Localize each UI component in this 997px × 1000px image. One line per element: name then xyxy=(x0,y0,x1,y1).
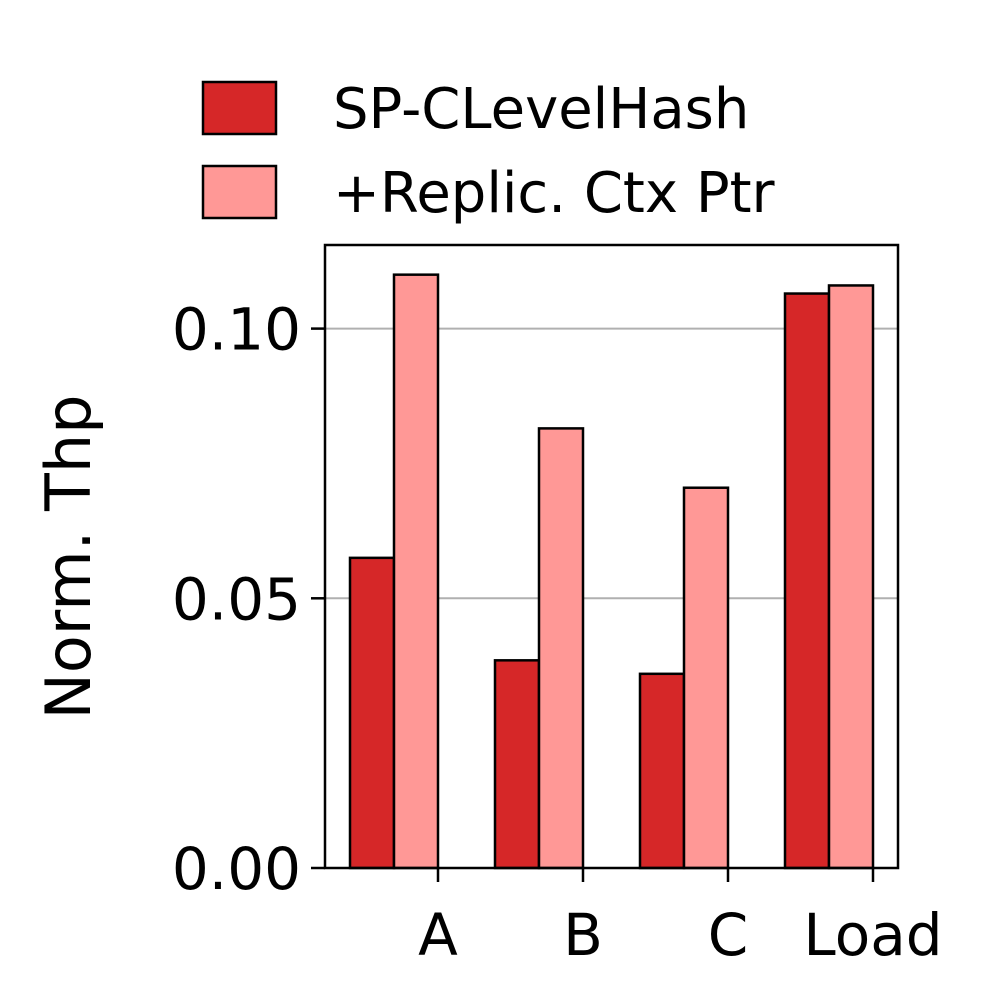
x-axis-ticks: A B C Load xyxy=(418,868,943,969)
y-axis-label: Norm. Thp xyxy=(32,394,105,719)
bar-sp-clevelhash-b xyxy=(493,659,541,870)
legend-swatch xyxy=(201,164,278,220)
plot-frame xyxy=(323,243,900,870)
x-tick-label: B xyxy=(563,901,603,969)
legend-swatch xyxy=(201,80,278,136)
bar-replic-ctx-ptr-load xyxy=(827,284,875,870)
y-tick-label: 0.00 xyxy=(172,835,301,903)
bar-sp-clevelhash-c xyxy=(638,672,686,870)
y-tick-label: 0.05 xyxy=(172,565,301,633)
bar-sp-clevelhash-load xyxy=(783,292,831,870)
y-axis-ticks: 0.00 0.05 0.10 xyxy=(172,296,325,903)
x-tick-label: A xyxy=(418,901,458,969)
bar-replic-ctx-ptr-b xyxy=(537,427,585,870)
legend-label: +Replic. Ctx Ptr xyxy=(333,161,776,226)
bar-sp-clevelhash-a xyxy=(348,556,396,870)
bar-replic-ctx-ptr-a xyxy=(392,273,440,870)
bars xyxy=(348,273,875,870)
legend: SP-CLevelHash +Replic. Ctx Ptr xyxy=(201,77,776,226)
legend-label: SP-CLevelHash xyxy=(333,77,749,142)
x-tick-label: Load xyxy=(803,901,942,969)
x-tick-label: C xyxy=(708,901,749,969)
bar-replic-ctx-ptr-c xyxy=(682,486,730,870)
y-tick-label: 0.10 xyxy=(172,296,301,364)
